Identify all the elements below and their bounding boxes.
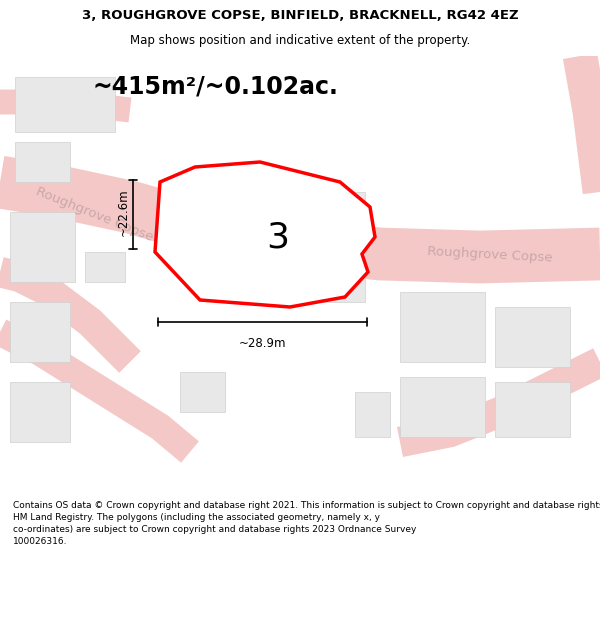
Text: 3, ROUGHGROVE COPSE, BINFIELD, BRACKNELL, RG42 4EZ: 3, ROUGHGROVE COPSE, BINFIELD, BRACKNELL… <box>82 9 518 22</box>
Bar <box>85 252 125 282</box>
Text: Contains OS data © Crown copyright and database right 2021. This information is : Contains OS data © Crown copyright and d… <box>13 501 600 546</box>
Bar <box>10 382 70 442</box>
Bar <box>15 77 115 132</box>
Text: ~22.6m: ~22.6m <box>117 189 130 236</box>
Bar <box>10 212 75 282</box>
Text: Roughgrove Copse: Roughgrove Copse <box>34 184 155 244</box>
Bar <box>10 302 70 362</box>
Bar <box>400 292 485 362</box>
Bar <box>495 307 570 367</box>
Text: Roughgrove Copse: Roughgrove Copse <box>427 245 553 265</box>
Polygon shape <box>155 162 375 307</box>
Bar <box>15 142 70 182</box>
Bar <box>400 377 485 437</box>
Text: ~415m²/~0.102ac.: ~415m²/~0.102ac. <box>92 75 338 99</box>
Text: Map shows position and indicative extent of the property.: Map shows position and indicative extent… <box>130 34 470 47</box>
Bar <box>355 392 390 437</box>
Text: 3: 3 <box>266 220 290 254</box>
Text: ~28.9m: ~28.9m <box>239 337 286 350</box>
Bar <box>495 382 570 437</box>
Bar <box>235 192 365 302</box>
Bar <box>180 372 225 412</box>
